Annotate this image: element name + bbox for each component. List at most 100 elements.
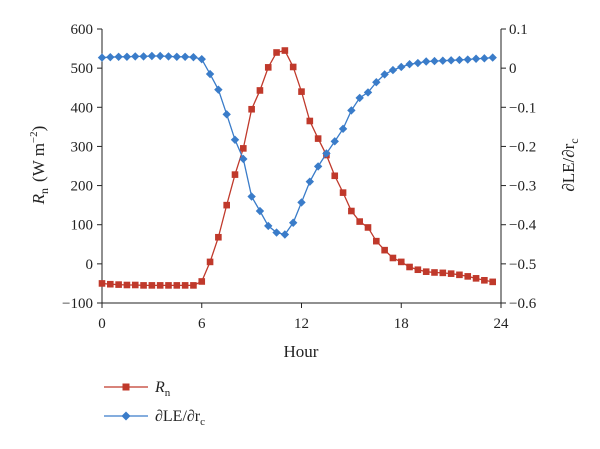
y-right-tick-label: −0.4 bbox=[509, 218, 537, 234]
data-point-rn bbox=[314, 135, 322, 142]
y-left-tick-label: 100 bbox=[71, 218, 94, 234]
data-point-dle bbox=[264, 221, 273, 231]
data-point-dle bbox=[106, 52, 115, 62]
x-tick-label: 6 bbox=[198, 316, 206, 332]
data-point-dle bbox=[139, 52, 148, 61]
data-point-dle bbox=[197, 54, 206, 64]
data-point-rn bbox=[331, 172, 339, 180]
data-point-dle bbox=[288, 218, 298, 227]
data-point-dle bbox=[305, 177, 315, 186]
data-point-dle bbox=[380, 70, 389, 79]
data-point-rn bbox=[381, 246, 388, 254]
y-left-tick-label: 300 bbox=[71, 139, 94, 155]
data-point-dle bbox=[347, 106, 356, 115]
y-right-tick-label: −0.6 bbox=[509, 296, 537, 312]
x-tick-label: 0 bbox=[98, 316, 106, 332]
data-point-dle bbox=[247, 192, 256, 201]
data-point-rn bbox=[148, 282, 156, 289]
data-point-rn bbox=[198, 278, 206, 285]
y-axis-left-title: Rn(W m−2) bbox=[28, 126, 51, 206]
data-point-rn bbox=[223, 201, 230, 209]
x-axis-title: Hour bbox=[284, 342, 319, 361]
data-point-rn bbox=[281, 47, 289, 54]
data-point-dle bbox=[122, 52, 132, 61]
data-point-dle bbox=[363, 88, 373, 97]
data-point-rn bbox=[489, 278, 496, 286]
y-right-tick-label: 0 bbox=[509, 61, 517, 77]
data-point-rn bbox=[140, 282, 147, 289]
data-point-dle bbox=[313, 162, 323, 171]
data-point-dle bbox=[388, 65, 398, 75]
data-point-dle bbox=[488, 53, 497, 62]
data-point-rn bbox=[289, 63, 297, 71]
data-point-dle bbox=[430, 56, 439, 66]
data-point-rn bbox=[464, 273, 472, 280]
legend-marker-rn bbox=[122, 383, 130, 391]
data-point-dle bbox=[322, 149, 331, 158]
data-point-dle bbox=[180, 52, 190, 61]
data-point-rn bbox=[339, 189, 347, 196]
data-point-rn bbox=[422, 268, 430, 275]
tick-labels: −1000100200300400500600−0.6−0.5−0.4−0.3−… bbox=[62, 22, 537, 332]
data-point-dle bbox=[397, 62, 406, 72]
data-point-dle bbox=[255, 206, 265, 216]
y-right-tick-label: −0.3 bbox=[509, 179, 536, 195]
data-point-dle bbox=[97, 53, 107, 62]
data-point-dle bbox=[239, 154, 248, 164]
svg-text:∂LE/∂rc: ∂LE/∂rc bbox=[155, 408, 205, 428]
data-point-dle bbox=[372, 78, 381, 87]
data-point-rn bbox=[373, 237, 380, 245]
data-point-rn bbox=[439, 269, 447, 277]
data-point-dle bbox=[480, 54, 489, 63]
data-point-dle bbox=[272, 228, 281, 237]
y-right-tick-label: −0.2 bbox=[509, 139, 536, 155]
data-point-dle bbox=[164, 52, 173, 61]
data-point-dle bbox=[413, 58, 423, 68]
data-point-dle bbox=[222, 110, 231, 119]
data-point-dle bbox=[214, 85, 223, 94]
data-point-rn bbox=[240, 145, 247, 152]
data-point-rn bbox=[131, 281, 139, 289]
data-point-rn bbox=[264, 64, 272, 71]
data-point-rn bbox=[356, 218, 363, 225]
axes bbox=[97, 28, 506, 308]
data-point-rn bbox=[364, 224, 372, 231]
data-point-rn bbox=[190, 282, 197, 289]
data-point-rn bbox=[472, 275, 480, 282]
data-point-dle bbox=[155, 51, 165, 61]
data-point-rn bbox=[306, 117, 314, 125]
data-point-rn bbox=[248, 105, 255, 113]
legend-marker-dle bbox=[121, 411, 131, 421]
data-point-dle bbox=[405, 60, 414, 69]
legend: Rn ∂LE/∂rc bbox=[104, 379, 205, 428]
data-point-rn bbox=[481, 276, 488, 284]
x-tick-label: 18 bbox=[394, 316, 409, 332]
data-point-rn bbox=[447, 270, 455, 277]
series-dle bbox=[97, 51, 497, 239]
data-point-rn bbox=[107, 280, 114, 288]
data-point-dle bbox=[114, 52, 123, 61]
data-point-dle bbox=[355, 93, 364, 103]
series-line bbox=[101, 49, 493, 287]
data-point-rn bbox=[215, 233, 222, 241]
data-point-rn bbox=[389, 254, 397, 262]
y-right-tick-label: −0.1 bbox=[509, 100, 536, 116]
series-layer bbox=[97, 47, 497, 289]
data-point-dle bbox=[230, 135, 240, 144]
data-point-rn bbox=[165, 282, 172, 289]
data-point-rn bbox=[431, 269, 438, 276]
y-left-tick-label: 500 bbox=[71, 61, 94, 77]
x-tick-label: 12 bbox=[294, 316, 309, 332]
data-point-rn bbox=[256, 87, 264, 94]
data-point-rn bbox=[298, 88, 305, 95]
data-point-dle bbox=[421, 57, 431, 66]
y-left-tick-label: −100 bbox=[62, 296, 93, 312]
y-left-tick-label: 600 bbox=[71, 22, 94, 38]
y-axis-right-title: ∂LE/∂rc bbox=[559, 138, 581, 191]
data-point-rn bbox=[414, 266, 422, 274]
data-point-rn bbox=[348, 207, 355, 215]
data-point-rn bbox=[123, 281, 131, 289]
data-point-rn bbox=[156, 282, 164, 289]
series-line bbox=[101, 55, 493, 236]
